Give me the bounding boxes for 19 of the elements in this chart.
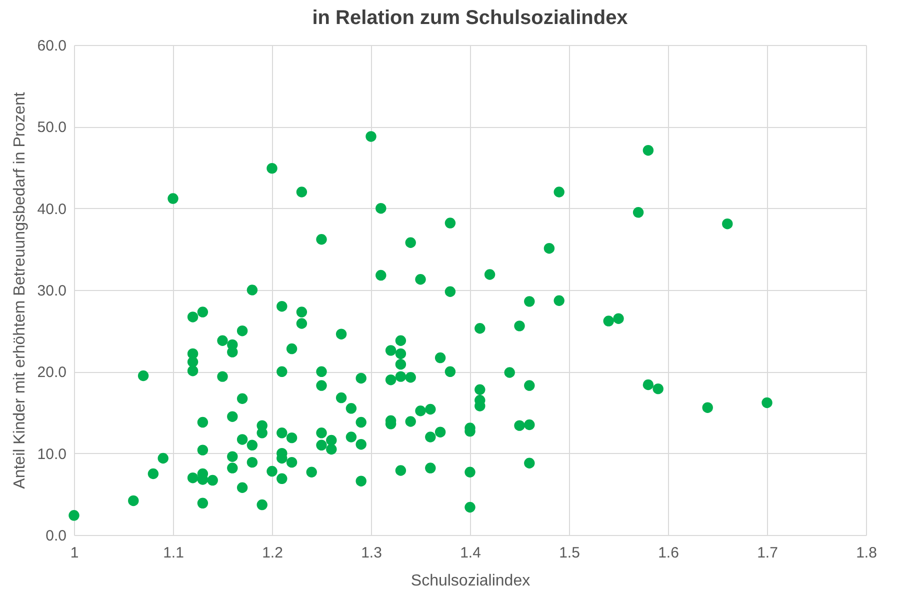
x-tick-label: 1.8 xyxy=(856,544,877,562)
x-tick-label: 1 xyxy=(70,544,79,562)
y-axis-title: Anteil Kinder mit erhöhtem Betreuungsbedarf in Prozent xyxy=(11,92,28,489)
x-tick-label: 1.6 xyxy=(658,544,679,562)
y-tick-label: 60.0 xyxy=(37,38,66,54)
y-tick-label: 10.0 xyxy=(37,446,66,463)
x-axis-title: Schulsozialindex xyxy=(410,572,530,590)
x-tick-label: 1.4 xyxy=(460,544,481,562)
x-tick-label: 1.3 xyxy=(361,544,382,562)
chart-title: in Relation zum Schulsozialindex xyxy=(312,7,628,29)
x-tick-label: 1.2 xyxy=(262,544,283,562)
y-tick-label: 0.0 xyxy=(46,528,66,544)
x-tick-label: 1.5 xyxy=(559,544,580,562)
y-tick-label: 20.0 xyxy=(37,364,66,382)
x-tick-label: 1.7 xyxy=(757,544,778,562)
x-tick-label: 1.1 xyxy=(163,544,184,562)
y-tick-label: 50.0 xyxy=(37,119,66,136)
y-tick-label: 30.0 xyxy=(37,282,66,300)
y-tick-label: 40.0 xyxy=(37,200,66,218)
